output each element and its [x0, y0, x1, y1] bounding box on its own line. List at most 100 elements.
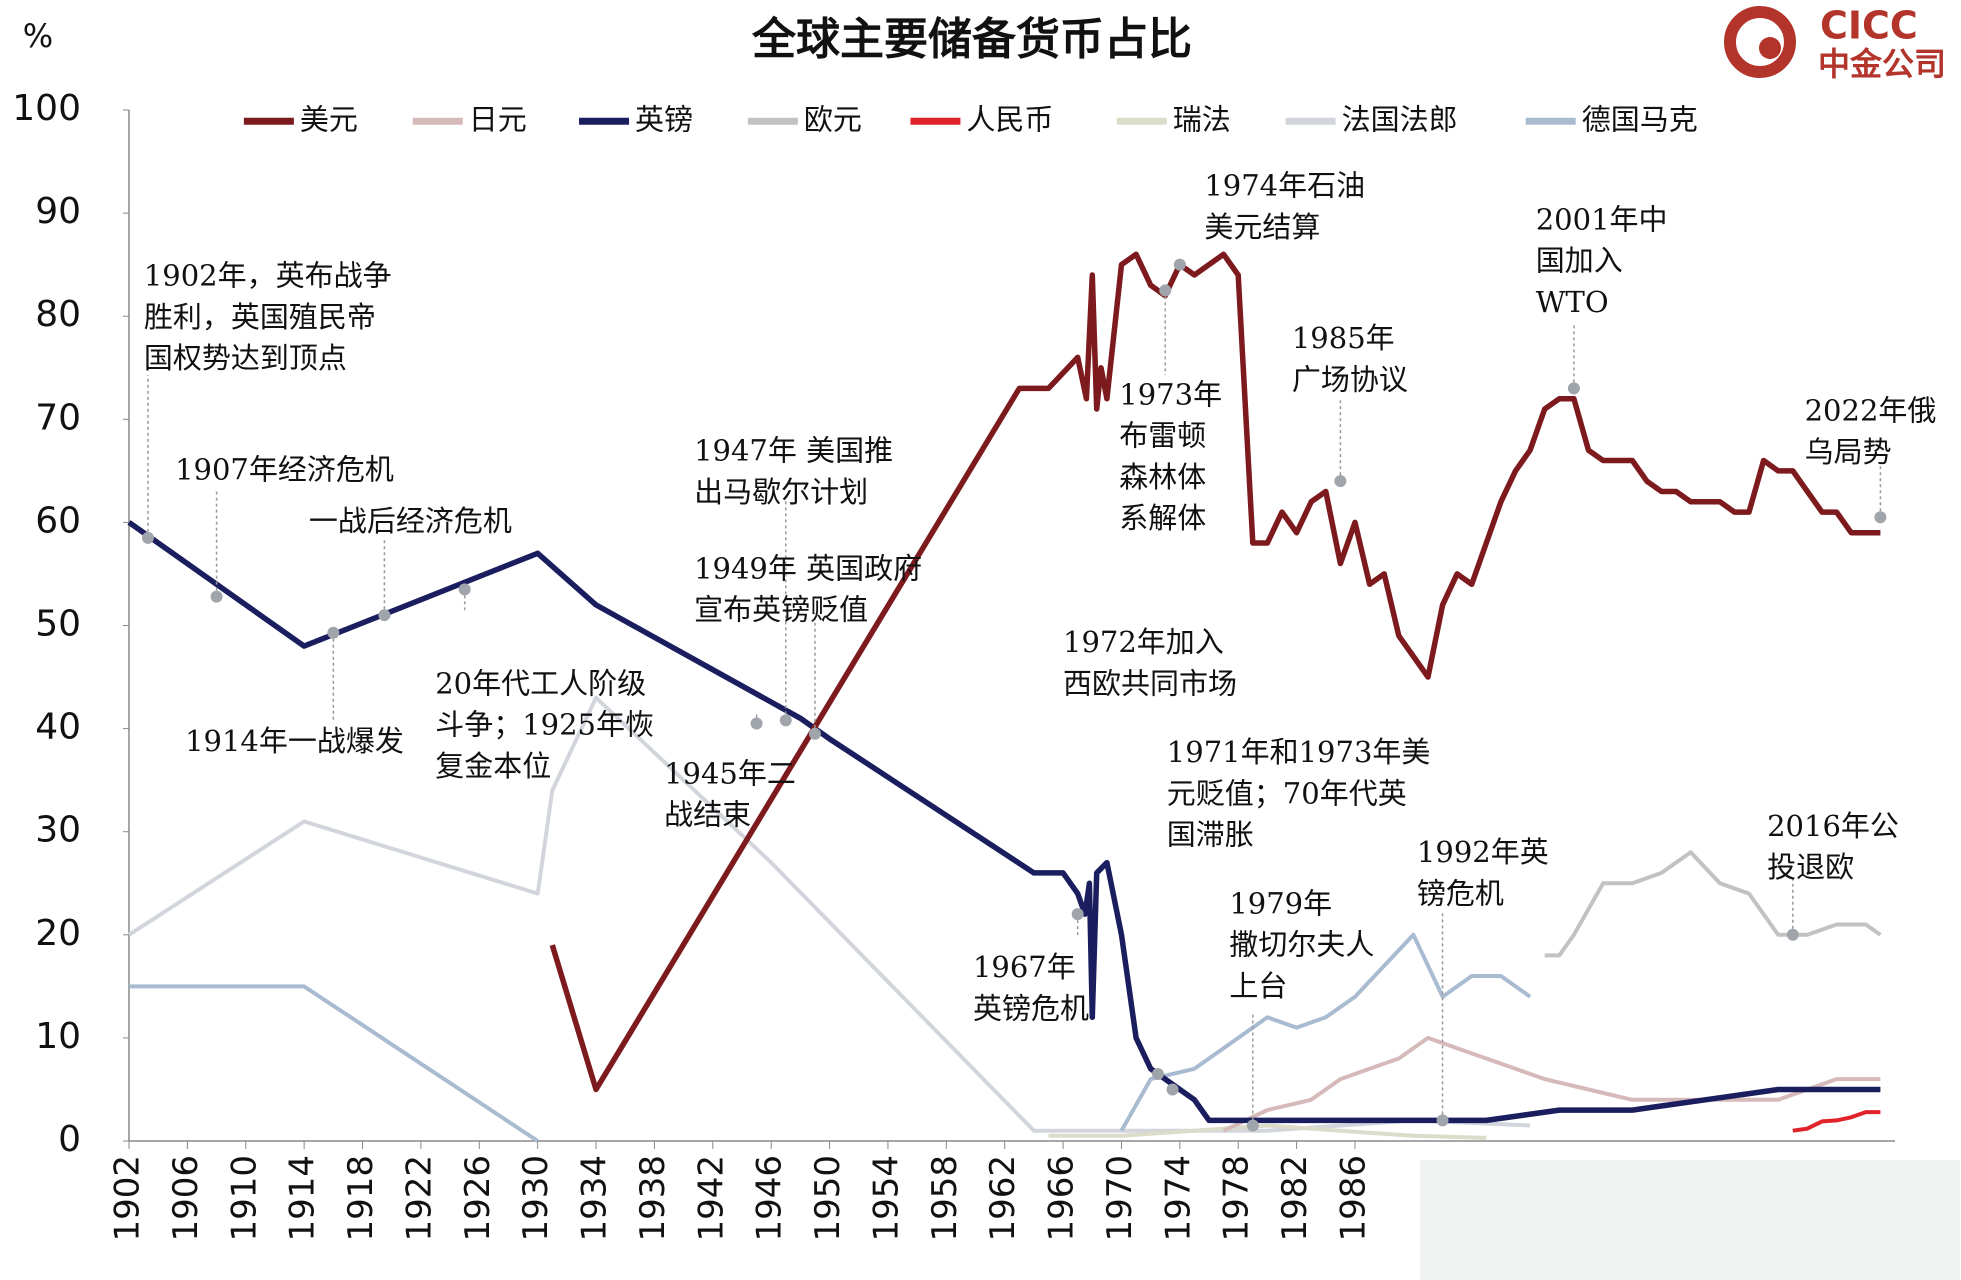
- y-tick-label: 30: [35, 810, 81, 851]
- logo-name: CICC: [1820, 4, 1918, 48]
- x-tick-label: 1946: [750, 1155, 790, 1242]
- annotation: 撒切尔夫人: [1229, 928, 1374, 962]
- x-tick-label: 1922: [399, 1155, 439, 1242]
- x-tick-label: 1978: [1217, 1155, 1257, 1242]
- annotation: 1973年: [1119, 377, 1222, 411]
- event-marker: [750, 717, 763, 730]
- event-marker: [1567, 382, 1580, 395]
- legend-label: 瑞法: [1173, 102, 1231, 136]
- x-tick-label: 1926: [458, 1155, 498, 1242]
- series-line: [1544, 850, 1882, 958]
- logo: CICC 中金公司: [1724, 4, 1946, 83]
- x-tick-label: 1950: [808, 1155, 848, 1242]
- event-marker: [378, 609, 391, 622]
- annotation: 2022年俄: [1805, 394, 1937, 428]
- annotation: 1967年: [973, 950, 1076, 984]
- annotation: 美元结算: [1204, 210, 1320, 244]
- annotation: 1979年: [1229, 886, 1332, 920]
- series-line: [129, 932, 1532, 1143]
- annotation: 战结束: [664, 798, 751, 832]
- annotation: 一战后经济危机: [309, 504, 512, 538]
- annotation: 1914年一战爆发: [185, 724, 404, 758]
- x-tick-label: 1974: [1158, 1155, 1198, 1242]
- legend-label: 人民币: [966, 102, 1053, 136]
- series-line: [127, 520, 1881, 1124]
- annotation: 森林体: [1119, 460, 1206, 494]
- annotation: 布雷顿: [1119, 419, 1206, 453]
- annotation: 英镑危机: [973, 991, 1089, 1025]
- annotation: 乌局势: [1805, 435, 1892, 469]
- annotation: 1907年经济危机: [175, 452, 394, 486]
- annotation: 2016年公: [1767, 809, 1899, 843]
- y-unit: %: [23, 17, 53, 55]
- annotation: 胜利，英国殖民帝: [144, 300, 376, 334]
- annotation: 1947年 美国推: [694, 434, 893, 468]
- series-line: [1222, 1035, 1881, 1133]
- x-tick-label: 1958: [925, 1155, 965, 1242]
- event-marker: [327, 626, 340, 639]
- event-marker: [808, 727, 821, 740]
- y-tick-label: 0: [58, 1119, 81, 1160]
- annotation: 西欧共同市场: [1063, 666, 1237, 700]
- event-marker: [1151, 1067, 1164, 1080]
- y-tick-label: 60: [35, 500, 81, 541]
- event-marker: [1159, 284, 1172, 297]
- x-tick-label: 1986: [1333, 1155, 1373, 1242]
- annotation: 1971年和1973年美: [1167, 735, 1431, 769]
- legend-label: 欧元: [804, 102, 862, 136]
- event-marker: [1874, 511, 1887, 524]
- x-tick-label: 1982: [1275, 1155, 1315, 1242]
- legend-label: 日元: [469, 102, 527, 136]
- y-tick-label: 50: [35, 604, 81, 645]
- x-tick-label: 1934: [575, 1155, 615, 1242]
- annotation: 国加入: [1536, 244, 1623, 278]
- x-tick-label: 1902: [108, 1155, 148, 1242]
- event-marker: [1334, 475, 1347, 488]
- x-tick-label: 1962: [983, 1155, 1023, 1242]
- series-line: [549, 251, 1881, 1093]
- y-tick-label: 20: [35, 913, 81, 954]
- logo-subname: 中金公司: [1818, 45, 1946, 83]
- annotation: 宣布英镑贬值: [694, 593, 868, 627]
- legend-label: 法国法郎: [1342, 102, 1458, 136]
- x-tick-label: 1918: [341, 1155, 381, 1242]
- x-tick-label: 1914: [283, 1155, 323, 1242]
- y-tick-label: 70: [35, 397, 81, 438]
- event-marker: [779, 714, 792, 727]
- event-marker: [1786, 928, 1799, 941]
- annotation: 1945年二: [664, 756, 796, 790]
- event-marker: [458, 583, 471, 596]
- event-marker: [1246, 1119, 1259, 1132]
- annotation: 国滞胀: [1167, 818, 1254, 852]
- x-tick-label: 1970: [1100, 1155, 1140, 1242]
- series-line: [1792, 1110, 1881, 1133]
- y-tick-label: 10: [35, 1016, 81, 1057]
- y-tick-label: 40: [35, 707, 81, 748]
- annotation: 1949年 英国政府: [694, 551, 922, 585]
- event-marker: [1071, 908, 1084, 921]
- x-tick-label: 1906: [166, 1155, 206, 1242]
- logo-icon-dot: [1759, 37, 1781, 59]
- annotation: 出马歇尔计划: [694, 475, 868, 509]
- y-tick-label: 80: [35, 294, 81, 335]
- event-marker: [141, 531, 154, 544]
- blur-overlay: [1420, 1160, 1960, 1280]
- x-tick-label: 1966: [1042, 1155, 1082, 1242]
- event-marker: [1436, 1114, 1449, 1127]
- annotation: 20年代工人阶级: [435, 666, 646, 700]
- annotation: 国权势达到顶点: [144, 341, 347, 375]
- annotation: 镑危机: [1417, 876, 1504, 910]
- logo-icon: [1724, 6, 1796, 78]
- series-line: [1048, 1123, 1487, 1140]
- annotation: 系解体: [1119, 501, 1206, 535]
- legend-label: 美元: [300, 102, 358, 136]
- annotation: 投退欧: [1767, 850, 1854, 884]
- event-marker: [1173, 258, 1186, 271]
- annotation: 2001年中: [1536, 202, 1668, 236]
- annotation: 1974年石油: [1204, 169, 1365, 203]
- annotation: 广场协议: [1292, 362, 1408, 396]
- annotation: 上台: [1229, 969, 1287, 1003]
- legend-label: 英镑: [635, 102, 693, 136]
- annotation: 元贬值；70年代英: [1167, 776, 1407, 810]
